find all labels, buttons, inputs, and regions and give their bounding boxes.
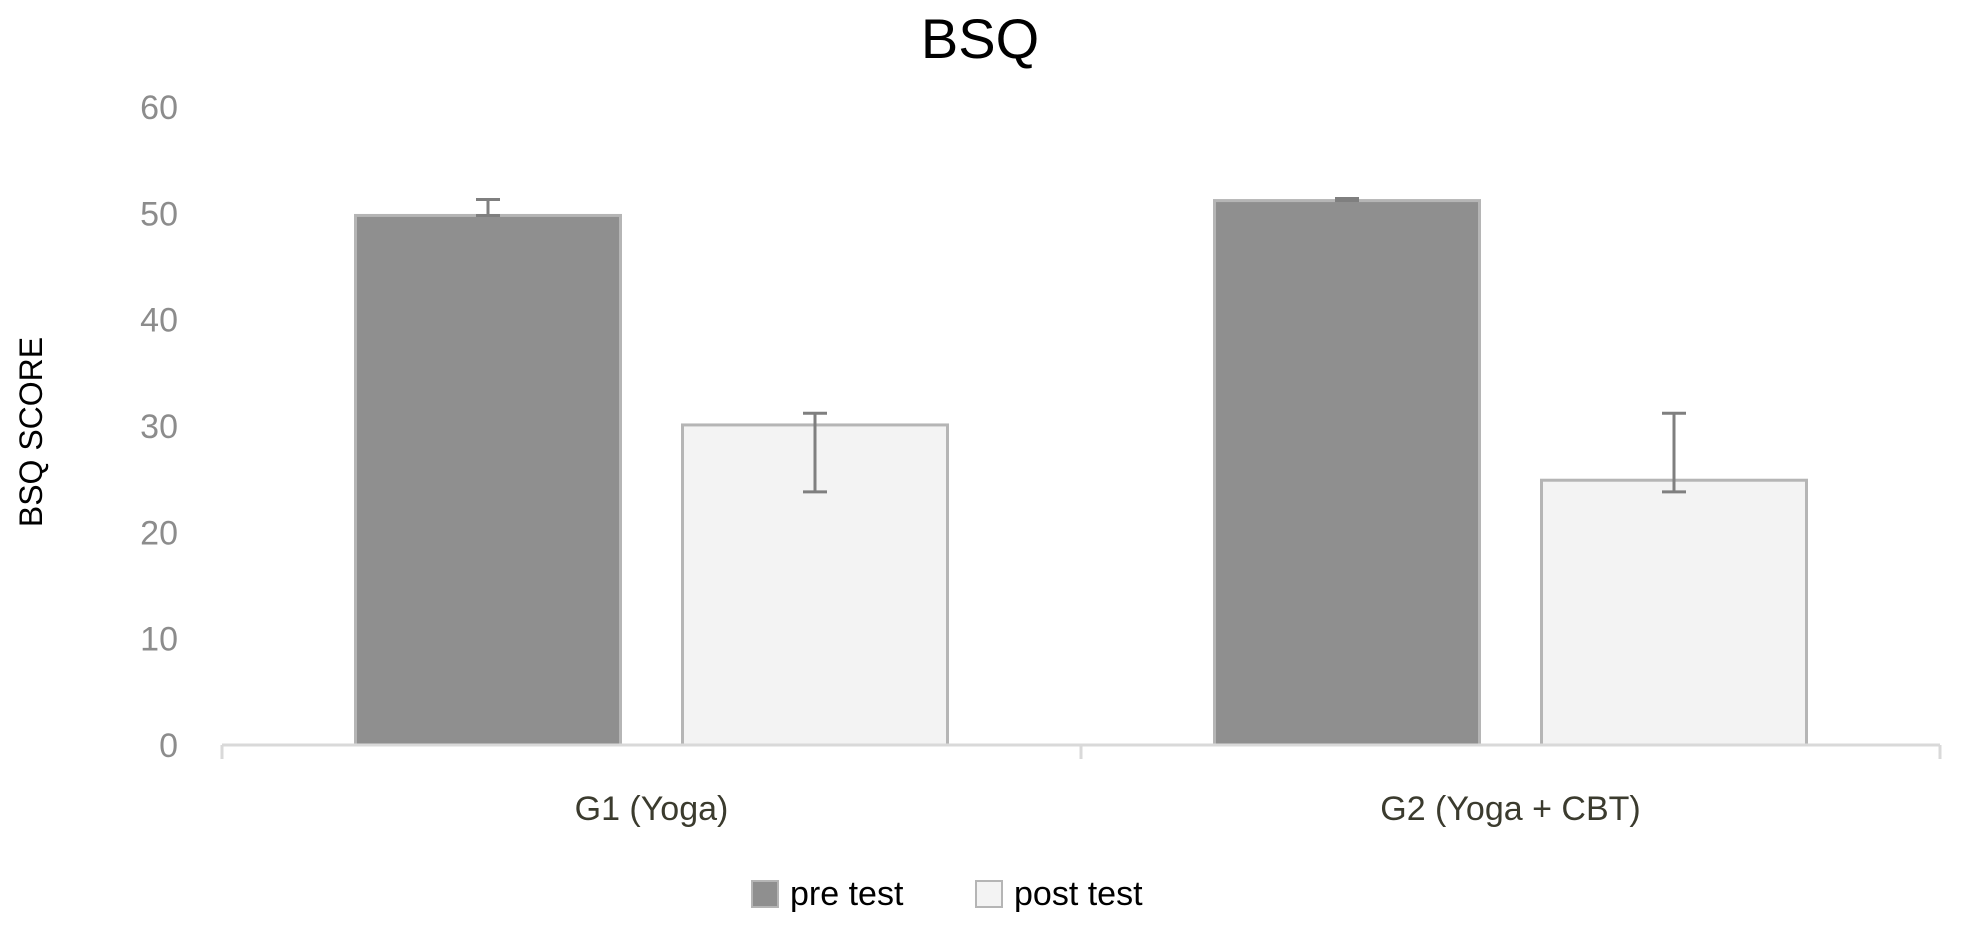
y-axis-ticks: 0 10 20 30 40 50 60 [140,89,178,765]
y-tick-label: 10 [140,621,178,659]
bar-post-test-2 [1540,478,1808,747]
chart-title: BSQ [921,7,1039,70]
legend-label: pre test [790,875,904,913]
y-tick-label: 40 [140,302,178,340]
legend-swatch [751,880,779,908]
legend-item-pre-test: pre test [751,875,904,913]
y-tick-label: 30 [140,408,178,446]
bar-pre-test-2 [1213,199,1481,747]
legend-swatch [975,880,1003,908]
y-tick-label: 20 [140,514,178,552]
y-tick-label: 60 [140,89,178,127]
legend-label: post test [1014,875,1143,913]
error-bar-pre-test-2 [1335,196,1359,203]
bars [354,199,1808,747]
error-bar-post-test-1 [803,411,827,494]
x-tick-label: G2 (Yoga + CBT) [1380,790,1640,828]
y-tick-label: 0 [159,727,178,765]
error-bar-post-test-2 [1662,411,1686,494]
legend: pre test post test [751,875,1143,913]
x-tick-label: G1 (Yoga) [575,790,729,828]
error-bar-pre-test-1 [476,198,500,217]
legend-item-post-test: post test [975,875,1143,913]
error-bars [476,196,1686,494]
bar-pre-test-1 [354,213,622,747]
y-tick-label: 50 [140,195,178,233]
x-axis-ticks: G1 (Yoga) G2 (Yoga + CBT) [220,745,1942,828]
y-axis-label: BSQ SCORE [13,337,49,527]
